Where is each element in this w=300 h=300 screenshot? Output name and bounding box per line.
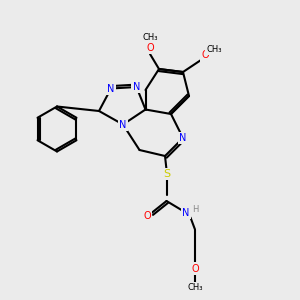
Text: CH₃: CH₃	[207, 45, 222, 54]
Text: O: O	[202, 50, 209, 61]
Text: O: O	[146, 43, 154, 53]
Text: N: N	[119, 119, 127, 130]
Text: S: S	[163, 169, 170, 179]
Text: CH₃: CH₃	[142, 33, 158, 42]
Text: N: N	[107, 83, 115, 94]
Text: O: O	[191, 263, 199, 274]
Text: N: N	[182, 208, 190, 218]
Text: CH₃: CH₃	[187, 284, 203, 292]
Text: H: H	[192, 206, 198, 214]
Text: O: O	[143, 211, 151, 221]
Text: N: N	[133, 82, 140, 92]
Text: N: N	[179, 133, 187, 143]
